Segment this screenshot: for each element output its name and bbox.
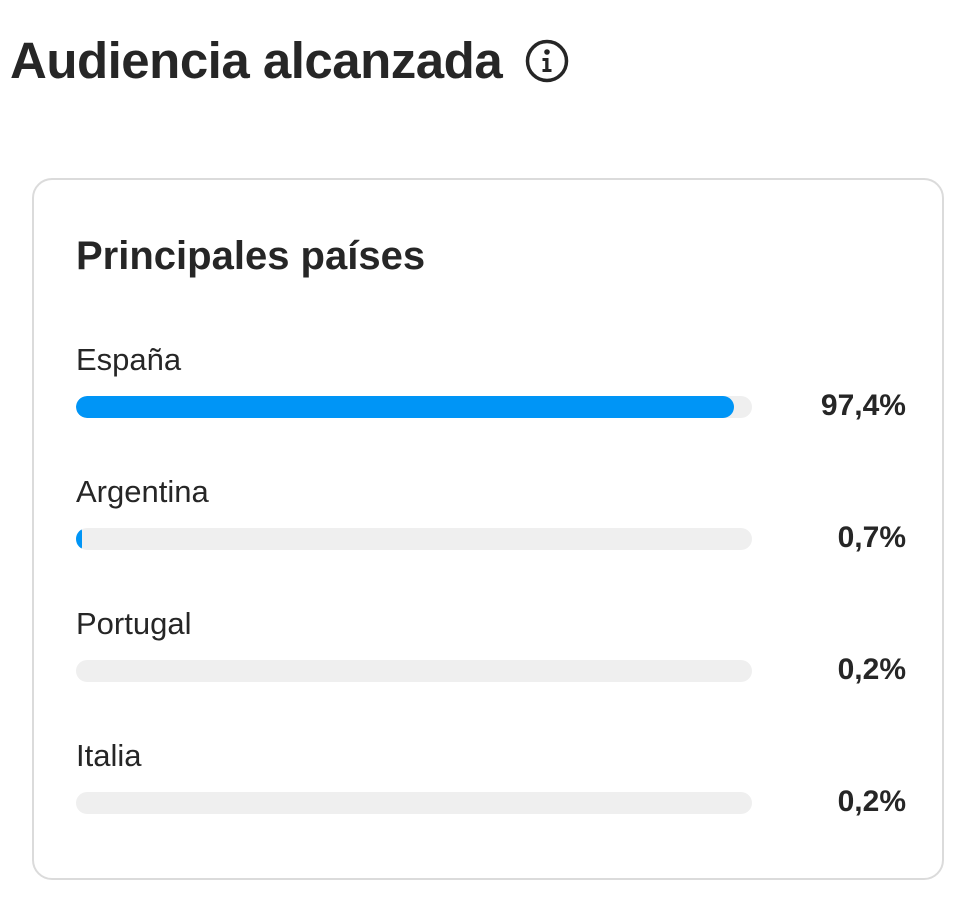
country-value: 0,2%	[837, 785, 906, 818]
country-name: Portugal	[76, 606, 192, 641]
country-list: España 97,4% Argentina 0,7% Portugal 0,2…	[76, 330, 906, 858]
country-bar-fill	[76, 528, 82, 550]
country-bar-track	[76, 396, 752, 418]
country-bar-track	[76, 528, 752, 550]
country-row: Italia 0,2%	[76, 726, 906, 858]
country-bar-track	[76, 792, 752, 814]
top-countries-card: Principales países España 97,4% Argentin…	[32, 178, 944, 880]
country-value: 0,2%	[837, 653, 906, 686]
country-name: Argentina	[76, 474, 209, 509]
country-row: Argentina 0,7%	[76, 462, 906, 594]
country-value: 0,7%	[837, 521, 906, 554]
country-name: España	[76, 342, 182, 377]
country-row: España 97,4%	[76, 330, 906, 462]
country-bar-track	[76, 660, 752, 682]
country-row: Portugal 0,2%	[76, 594, 906, 726]
country-value: 97,4%	[820, 389, 906, 422]
country-bar-fill	[76, 396, 735, 418]
country-name: Italia	[76, 738, 142, 773]
info-circle-icon[interactable]	[524, 38, 570, 84]
page-title: Audiencia alcanzada	[10, 32, 503, 89]
card-title: Principales países	[76, 234, 426, 278]
header: Audiencia alcanzada	[10, 26, 570, 96]
